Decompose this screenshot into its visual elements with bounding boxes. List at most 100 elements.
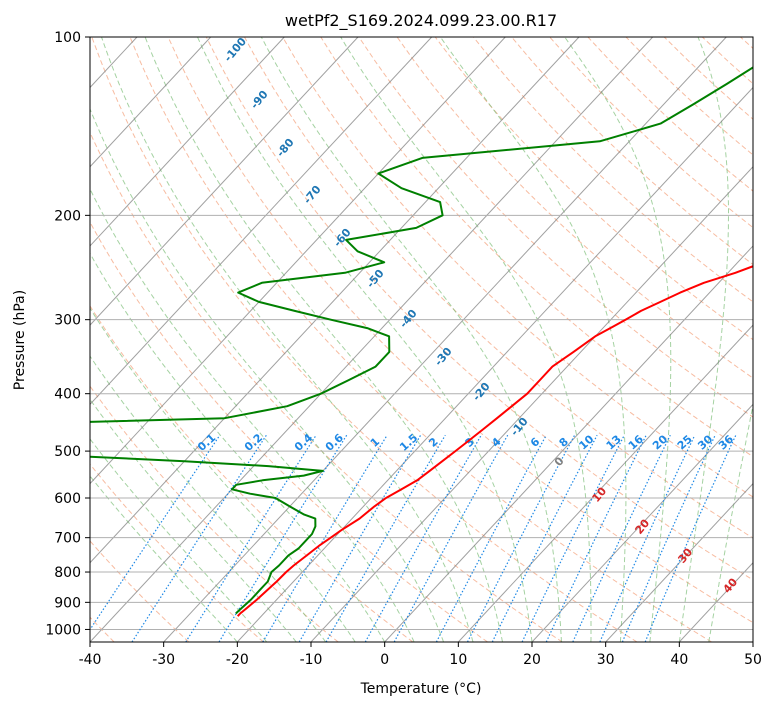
isotherm-line <box>90 37 580 564</box>
dry-adiabat-line <box>282 37 753 498</box>
temperature-profile <box>236 265 753 617</box>
dry-adiabat-label: -40 <box>397 307 420 331</box>
y-tick-label: 200 <box>54 208 81 224</box>
chart-title: wetPf2_S169.2024.099.23.00.R17 <box>285 11 557 31</box>
dry-adiabat-label: 40 <box>720 575 740 595</box>
dry-adiabat-line <box>396 37 753 379</box>
mixing-ratio-line <box>435 434 547 642</box>
dry-adiabat-label: -30 <box>432 345 455 369</box>
dry-adiabat-line <box>90 463 264 642</box>
moist-adiabat-line <box>197 37 533 642</box>
isotherm-line <box>90 37 212 168</box>
isotherm-line <box>752 641 753 642</box>
isotherm-line <box>0 37 63 642</box>
x-tick-label: 20 <box>523 652 541 668</box>
moist-adiabat-line <box>90 252 386 642</box>
x-tick-label: 30 <box>597 652 615 668</box>
mixing-ratio-label: 0.4 <box>292 431 315 454</box>
y-tick-label: 800 <box>54 565 81 581</box>
dry-adiabat-line <box>740 37 753 50</box>
x-tick-label: 50 <box>744 652 762 668</box>
y-axis-title: Pressure (hPa) <box>12 290 28 390</box>
mixing-ratio-line <box>364 434 482 642</box>
x-axis-title: Temperature (°C) <box>360 681 482 697</box>
y-tick-label: 600 <box>54 491 81 507</box>
dry-adiabat-line <box>167 37 753 624</box>
mixing-ratio-label: 0.1 <box>195 431 218 454</box>
dry-adiabat-label: -60 <box>331 226 354 250</box>
y-tick-label: 700 <box>54 531 81 547</box>
x-tick-label: -20 <box>226 652 249 668</box>
dry-adiabat-line <box>358 37 753 418</box>
dry-adiabat-line <box>320 37 753 458</box>
mixing-ratio-line <box>491 434 598 642</box>
x-tick-label: -30 <box>152 652 175 668</box>
isotherm-line <box>90 37 433 406</box>
dewpoint-profile <box>90 66 753 615</box>
dry-adiabat-label: -20 <box>470 380 493 404</box>
y-tick-label: 900 <box>54 595 81 611</box>
moist-adiabat-line <box>678 37 729 642</box>
mixing-ratio-label: 16 <box>626 432 646 452</box>
mixing-ratio-line <box>298 434 422 642</box>
moist-adiabat-line <box>90 398 297 642</box>
x-tick-label: -40 <box>79 652 102 668</box>
isotherm-line <box>90 37 359 326</box>
y-tick-label: 500 <box>54 444 81 460</box>
moist-adiabat-line <box>90 355 327 642</box>
mixing-ratio-label: 25 <box>675 433 695 453</box>
dry-adiabat-line <box>90 131 563 642</box>
y-tick-label: 100 <box>54 30 81 46</box>
isotherm-line <box>90 37 654 642</box>
dry-adiabat-label: -10 <box>508 415 531 439</box>
moist-adiabat-line <box>564 37 672 642</box>
mixing-ratio-label: 2 <box>426 435 440 450</box>
plot-frame <box>89 36 754 643</box>
moist-adiabat-line <box>144 37 503 642</box>
isotherm-line <box>236 86 753 642</box>
mixing-ratio-line <box>644 434 737 642</box>
mixing-ratio-line <box>185 434 317 642</box>
x-tick-label: 40 <box>670 652 688 668</box>
isotherm-line <box>90 37 506 485</box>
axes: -40 -30 -20 -10 0 10 20 30 40 5010020030040050060… <box>45 30 762 668</box>
dry-adiabat-label: -70 <box>301 183 324 207</box>
isotherm-line <box>457 324 753 642</box>
dry-adiabat-label: 20 <box>632 516 652 536</box>
moist-adiabat-line <box>90 107 445 642</box>
mixing-ratio-line <box>393 434 509 642</box>
mixing-ratio-label: 1 <box>368 435 382 450</box>
dry-adiabat-line <box>244 37 753 539</box>
moist-adiabat-line <box>708 402 753 642</box>
x-tick-label: -10 <box>300 652 323 668</box>
dry-adiabat-line <box>434 37 753 341</box>
y-tick-label: 1000 <box>45 622 81 638</box>
moist-adiabat-line <box>90 307 356 642</box>
isotherm-line <box>163 37 727 642</box>
mixing-ratio-label: 1.5 <box>397 431 420 454</box>
mixing-ratio-line <box>262 434 388 642</box>
isotherm-line <box>384 245 753 642</box>
moist-adiabat-line <box>101 37 474 642</box>
dry-adiabat-line <box>473 37 753 303</box>
dry-adiabat-label: -50 <box>364 267 387 291</box>
dry-adiabat-label: 10 <box>589 484 609 504</box>
plot-area: 0.1 0.2 0.4 0.6 1 1.5 2 3 4 6 8 10 13 16 20 25 30 36-100-… <box>0 37 753 642</box>
dry-adiabat-label: -90 <box>248 88 271 112</box>
mixing-ratio-line <box>599 434 696 642</box>
isotherm-line <box>90 37 285 247</box>
moist-adiabat-line <box>90 438 268 642</box>
mixing-ratio-label: 36 <box>716 432 736 452</box>
dry-adiabat-label: -80 <box>274 136 297 160</box>
isotherm-line <box>678 562 753 642</box>
mixing-ratio-line <box>521 434 625 642</box>
mixing-ratio-line <box>572 434 671 642</box>
moist-adiabat-line <box>90 475 238 642</box>
mixing-ratio-label: 6 <box>528 435 543 450</box>
moist-adiabat-line <box>260 37 562 642</box>
y-tick-label: 400 <box>54 387 81 403</box>
dry-adiabat-line <box>90 540 190 642</box>
mixing-ratio-line <box>218 434 348 642</box>
x-tick-label: 10 <box>449 652 467 668</box>
